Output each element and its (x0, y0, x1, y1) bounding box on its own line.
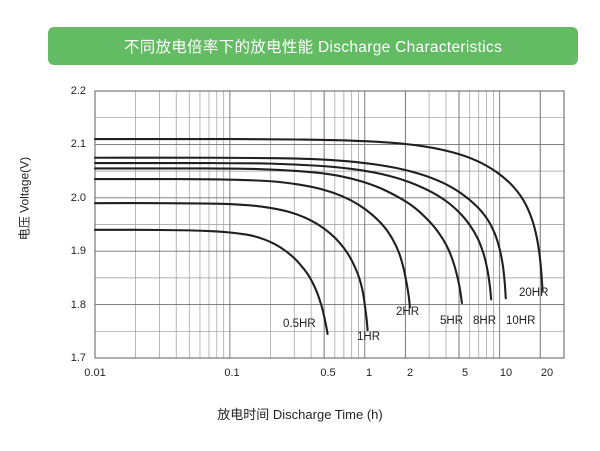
curve-label-5hr: 5HR (440, 315, 464, 327)
x-tick-label-0-01: 0.01 (84, 367, 106, 379)
curve-label-20hr: 20HR (519, 287, 549, 299)
discharge-curve-2hr (93, 178, 411, 309)
discharge-curve-1hr (93, 202, 369, 332)
x-tick-label-10: 10 (499, 367, 513, 379)
y-tick-label-1-9: 1.9 (70, 245, 86, 257)
y-tick-label-2-1: 2.1 (70, 138, 86, 150)
x-tick-label-1: 1 (365, 367, 373, 379)
y-tick-label-2-2: 2.2 (70, 85, 86, 97)
discharge-curve-8hr (93, 162, 493, 301)
x-tick-label-5: 5 (461, 367, 469, 379)
plot-frame (94, 90, 565, 359)
curve-label-8hr: 8HR (473, 315, 497, 327)
x-tick-label-0-1: 0.1 (224, 367, 240, 379)
discharge-curve-10hr (93, 156, 507, 300)
y-tick-label-1-7: 1.7 (70, 352, 86, 364)
chart-title-banner: 不同放电倍率下的放电性能 Discharge Characteristics (48, 27, 578, 65)
x-axis-title: 放电时间 Discharge Time (h) (217, 407, 383, 422)
discharge-curve-0-5hr (93, 228, 329, 336)
x-tick-label-0-5: 0.5 (320, 367, 336, 379)
curve-series-group (93, 137, 544, 336)
curve-label-10hr: 10HR (506, 315, 536, 327)
curve-label-1hr: 1HR (357, 331, 381, 343)
curve-label-0-5hr: 0.5HR (283, 318, 316, 330)
discharge-curve-20hr (93, 137, 544, 292)
y-tick-label-1-8: 1.8 (70, 299, 86, 311)
x-tick-label-2: 2 (406, 367, 414, 379)
curve-label-2hr: 2HR (396, 306, 420, 318)
y-tick-label-2-0: 2.0 (70, 192, 86, 204)
y-axis-title: 电压 Voltage(V) (17, 156, 32, 241)
x-tick-label-20: 20 (540, 367, 554, 379)
chart-title: 不同放电倍率下的放电性能 Discharge Characteristics (123, 39, 503, 56)
discharge-curve-5hr (93, 167, 463, 305)
